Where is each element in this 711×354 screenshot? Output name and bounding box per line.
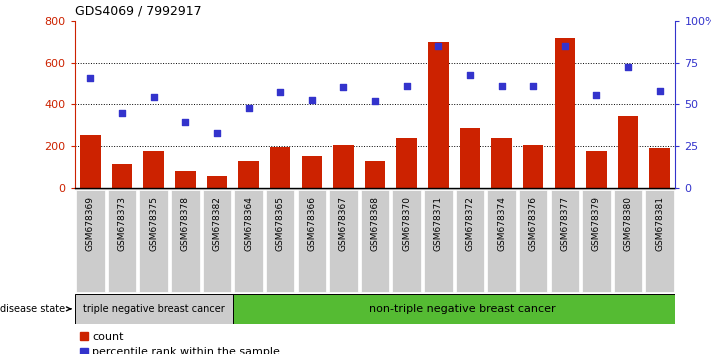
Text: GDS4069 / 7992917: GDS4069 / 7992917: [75, 5, 201, 18]
FancyBboxPatch shape: [582, 190, 611, 292]
Text: GSM678377: GSM678377: [560, 196, 570, 251]
Bar: [428, 42, 449, 188]
FancyBboxPatch shape: [266, 190, 294, 292]
Point: [338, 84, 349, 90]
Text: non-triple negative breast cancer: non-triple negative breast cancer: [369, 304, 555, 314]
Text: GSM678378: GSM678378: [181, 196, 190, 251]
Text: GSM678380: GSM678380: [624, 196, 633, 251]
Bar: [365, 161, 385, 188]
Text: GSM678381: GSM678381: [655, 196, 664, 251]
Point: [432, 44, 444, 49]
FancyBboxPatch shape: [329, 190, 358, 292]
Point: [148, 94, 159, 100]
Text: GSM678364: GSM678364: [244, 196, 253, 251]
Bar: [586, 151, 606, 188]
Point: [306, 97, 318, 103]
Text: disease state: disease state: [0, 304, 71, 314]
Point: [180, 119, 191, 125]
Point: [591, 92, 602, 98]
FancyBboxPatch shape: [298, 190, 326, 292]
Point: [370, 98, 381, 104]
Bar: [112, 164, 132, 188]
Legend: count, percentile rank within the sample: count, percentile rank within the sample: [75, 327, 284, 354]
FancyBboxPatch shape: [139, 190, 168, 292]
Point: [559, 44, 570, 49]
Bar: [523, 145, 543, 188]
Text: GSM678382: GSM678382: [213, 196, 221, 251]
FancyBboxPatch shape: [550, 190, 579, 292]
FancyBboxPatch shape: [614, 190, 642, 292]
Bar: [301, 156, 322, 188]
Text: GSM678368: GSM678368: [370, 196, 380, 251]
Text: GSM678369: GSM678369: [86, 196, 95, 251]
Text: GSM678371: GSM678371: [434, 196, 443, 251]
Text: GSM678370: GSM678370: [402, 196, 411, 251]
Text: GSM678373: GSM678373: [117, 196, 127, 251]
Point: [622, 64, 634, 70]
FancyBboxPatch shape: [232, 294, 691, 324]
Point: [211, 130, 223, 135]
Bar: [144, 151, 164, 188]
Text: GSM678366: GSM678366: [307, 196, 316, 251]
Bar: [207, 176, 228, 188]
Point: [528, 83, 539, 88]
Text: GSM678375: GSM678375: [149, 196, 159, 251]
FancyBboxPatch shape: [392, 190, 421, 292]
Bar: [459, 129, 480, 188]
Point: [243, 105, 255, 110]
Text: GSM678376: GSM678376: [529, 196, 538, 251]
FancyBboxPatch shape: [203, 190, 231, 292]
Bar: [618, 116, 638, 188]
Bar: [80, 135, 101, 188]
FancyBboxPatch shape: [75, 294, 232, 324]
FancyBboxPatch shape: [235, 190, 263, 292]
Bar: [649, 148, 670, 188]
Bar: [270, 147, 291, 188]
Bar: [238, 161, 259, 188]
Text: GSM678379: GSM678379: [592, 196, 601, 251]
Text: GSM678365: GSM678365: [276, 196, 284, 251]
FancyBboxPatch shape: [76, 190, 105, 292]
Text: GSM678374: GSM678374: [497, 196, 506, 251]
FancyBboxPatch shape: [171, 190, 200, 292]
Text: triple negative breast cancer: triple negative breast cancer: [83, 304, 225, 314]
Bar: [555, 38, 575, 188]
FancyBboxPatch shape: [487, 190, 515, 292]
Point: [464, 73, 476, 78]
Bar: [333, 145, 353, 188]
Point: [85, 76, 96, 81]
Bar: [175, 171, 196, 188]
FancyBboxPatch shape: [646, 190, 674, 292]
FancyBboxPatch shape: [456, 190, 484, 292]
Bar: [491, 138, 512, 188]
FancyBboxPatch shape: [424, 190, 452, 292]
Point: [117, 110, 128, 116]
Bar: [397, 138, 417, 188]
Point: [496, 83, 507, 88]
Point: [401, 83, 412, 88]
FancyBboxPatch shape: [519, 190, 547, 292]
FancyBboxPatch shape: [360, 190, 390, 292]
Point: [654, 88, 665, 94]
Point: [274, 89, 286, 95]
Text: GSM678367: GSM678367: [339, 196, 348, 251]
Text: GSM678372: GSM678372: [466, 196, 474, 251]
FancyBboxPatch shape: [108, 190, 137, 292]
